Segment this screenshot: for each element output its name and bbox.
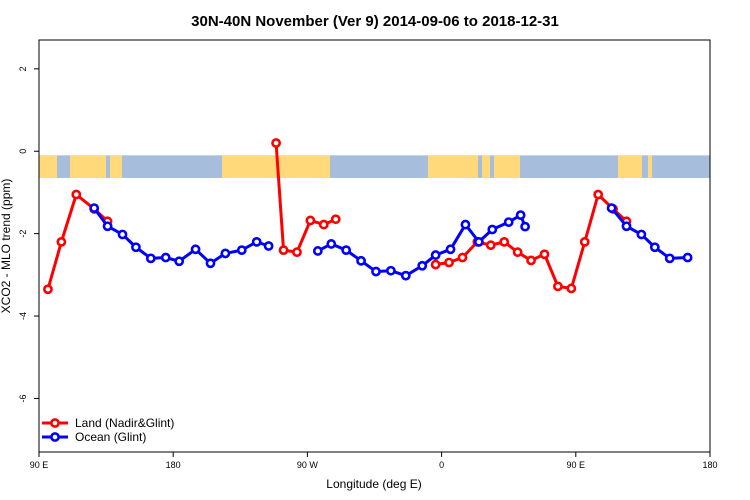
series-0-point-2-0 bbox=[430, 259, 441, 270]
x-tick-label-4: 90 E bbox=[567, 460, 586, 470]
band-land-3 bbox=[222, 155, 330, 179]
band-land-4 bbox=[428, 155, 478, 179]
series-1-point-2-5 bbox=[682, 252, 693, 263]
series-1-point-1-3 bbox=[356, 255, 366, 266]
series-0-point-2-11 bbox=[579, 236, 590, 247]
series-0-point-2-5 bbox=[499, 236, 510, 247]
band-land-1 bbox=[70, 155, 106, 179]
series-1-point-2-2 bbox=[636, 229, 647, 240]
series-0-point-0-0 bbox=[43, 284, 53, 295]
band-land-7 bbox=[618, 155, 642, 179]
series-1-point-1-5 bbox=[386, 265, 396, 276]
series-1-point-1-10 bbox=[460, 219, 471, 230]
series-1-point-2-0 bbox=[606, 203, 617, 213]
series-0-line-2 bbox=[435, 193, 628, 290]
series-1-point-0-11 bbox=[251, 236, 262, 247]
series-0-point-2-1 bbox=[444, 257, 454, 268]
plot-frame bbox=[38, 39, 711, 453]
series-0-point-2-6 bbox=[512, 247, 523, 258]
series-1-point-0-5 bbox=[160, 252, 171, 263]
series-1-point-2-1 bbox=[621, 221, 632, 232]
series-0-point-1-1 bbox=[278, 245, 289, 256]
series-0-point-1-0 bbox=[271, 138, 281, 148]
series-0-point-2-8 bbox=[539, 249, 550, 260]
series-1-point-1-2 bbox=[341, 245, 352, 256]
series-1-line-2 bbox=[610, 207, 688, 260]
series-1-point-0-2 bbox=[117, 229, 128, 240]
x-tick-label-1: 180 bbox=[166, 460, 181, 470]
y-tick-label-0: 2 bbox=[18, 66, 28, 71]
legend-label-0: Land (Nadir&Glint) bbox=[75, 416, 174, 430]
series-1-point-0-7 bbox=[190, 244, 201, 255]
band-land-0 bbox=[39, 155, 57, 179]
series-0-point-2-2 bbox=[457, 252, 468, 263]
map-band bbox=[39, 155, 710, 179]
series-0-point-0-1 bbox=[56, 236, 67, 247]
series-0-point-1-3 bbox=[305, 215, 316, 226]
x-tick-label-3: 0 bbox=[439, 460, 444, 470]
legend-marker-1 bbox=[50, 432, 60, 442]
series-0-point-2-4 bbox=[485, 240, 496, 251]
band-land-8 bbox=[648, 155, 652, 179]
series-1-point-1-4 bbox=[371, 266, 381, 277]
legend-label-1: Ocean (Glint) bbox=[75, 430, 146, 444]
series-0-point-2-10 bbox=[566, 283, 577, 294]
y-tick-label-4: -6 bbox=[18, 394, 28, 402]
series-1-point-1-12 bbox=[487, 224, 498, 235]
y-axis: 2 0 -2 -4 -6 bbox=[18, 66, 39, 402]
x-axis-label: Longitude (deg E) bbox=[326, 477, 421, 491]
series-1 bbox=[89, 203, 693, 281]
band-ocean bbox=[39, 155, 710, 179]
series-1-point-1-1 bbox=[326, 239, 337, 249]
series-1-point-0-8 bbox=[205, 258, 216, 269]
legend-marker-0 bbox=[50, 418, 60, 428]
series-1-point-2-4 bbox=[664, 253, 675, 264]
series-0-point-0-2 bbox=[71, 189, 82, 200]
x-axis: 90 E 180 90 W 0 90 E 180 bbox=[30, 452, 718, 470]
y-axis-label: XCO2 - MLO trend (ppm) bbox=[0, 179, 13, 314]
series-1-point-0-6 bbox=[174, 256, 185, 267]
series-0-point-2-9 bbox=[553, 281, 563, 292]
series-1-point-0-10 bbox=[236, 245, 247, 256]
series-1-point-0-0 bbox=[89, 203, 100, 213]
series-0-point-1-4 bbox=[318, 219, 329, 230]
series-layer bbox=[43, 138, 693, 295]
x-tick-label-0: 90 E bbox=[30, 460, 49, 470]
series-0-point-1-5 bbox=[330, 214, 341, 225]
series-1-point-0-12 bbox=[263, 241, 274, 251]
series-1-point-1-6 bbox=[400, 270, 411, 281]
legend: Land (Nadir&Glint)Ocean (Glint) bbox=[42, 416, 174, 444]
band-land-6 bbox=[494, 155, 520, 179]
series-1-point-1-7 bbox=[417, 260, 428, 271]
series-1-point-0-3 bbox=[131, 242, 141, 253]
series-1-point-0-4 bbox=[145, 253, 156, 264]
series-1-point-1-9 bbox=[445, 244, 456, 255]
series-0-point-2-12 bbox=[593, 189, 604, 200]
series-1-point-1-8 bbox=[430, 250, 441, 260]
series-1-point-0-9 bbox=[220, 248, 231, 259]
series-0-point-1-2 bbox=[292, 247, 302, 258]
band-land-5 bbox=[482, 155, 490, 179]
series-1-point-0-1 bbox=[102, 221, 113, 232]
y-tick-label-1: 0 bbox=[18, 149, 28, 154]
x-tick-label-2: 90 W bbox=[297, 460, 319, 470]
series-0-point-2-7 bbox=[526, 255, 536, 266]
series-1-point-2-3 bbox=[649, 242, 660, 253]
y-tick-label-3: -4 bbox=[18, 312, 28, 320]
band-land-2 bbox=[110, 155, 122, 179]
series-1-point-1-0 bbox=[312, 246, 323, 256]
series-1-point-1-15 bbox=[520, 221, 531, 232]
x-tick-label-5: 180 bbox=[702, 460, 717, 470]
series-1-point-1-14 bbox=[515, 210, 526, 220]
series-1-point-1-13 bbox=[503, 217, 514, 228]
series-1-line-1 bbox=[317, 213, 527, 278]
series-1-point-1-11 bbox=[473, 236, 484, 247]
chart-title: 30N-40N November (Ver 9) 2014-09-06 to 2… bbox=[191, 13, 559, 30]
y-tick-label-2: -2 bbox=[18, 230, 28, 238]
